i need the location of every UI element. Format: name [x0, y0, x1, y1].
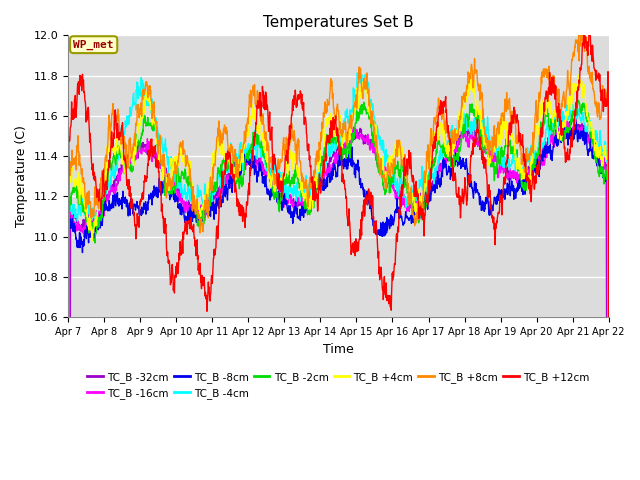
Y-axis label: Temperature (C): Temperature (C): [15, 125, 28, 227]
Line: TC_B -2cm: TC_B -2cm: [68, 101, 609, 480]
TC_B -16cm: [128, 149, 136, 155]
TC_B -4cm: [353, 70, 361, 76]
TC_B +4cm: [314, 157, 322, 163]
TC_B +12cm: [128, 196, 136, 202]
TC_B -2cm: [294, 176, 301, 181]
TC_B -32cm: [305, 193, 312, 199]
Legend: TC_B -32cm, TC_B -16cm, TC_B -8cm, TC_B -4cm, TC_B -2cm, TC_B +4cm, TC_B +8cm, T: TC_B -32cm, TC_B -16cm, TC_B -8cm, TC_B …: [83, 368, 593, 403]
X-axis label: Time: Time: [323, 343, 354, 356]
TC_B +8cm: [305, 192, 312, 197]
TC_B +8cm: [294, 138, 301, 144]
TC_B +12cm: [294, 96, 301, 101]
Line: TC_B -4cm: TC_B -4cm: [68, 73, 609, 480]
TC_B -32cm: [294, 198, 301, 204]
TC_B +12cm: [586, 23, 593, 28]
TC_B -4cm: [372, 130, 380, 135]
Line: TC_B -32cm: TC_B -32cm: [68, 118, 609, 480]
Line: TC_B +12cm: TC_B +12cm: [68, 25, 609, 480]
TC_B -16cm: [106, 187, 114, 193]
TC_B -2cm: [128, 169, 136, 175]
TC_B -2cm: [106, 164, 114, 170]
TC_B +8cm: [579, 23, 586, 29]
TC_B -32cm: [314, 183, 322, 189]
TC_B -16cm: [305, 190, 312, 195]
TC_B -4cm: [305, 186, 312, 192]
TC_B -8cm: [572, 119, 580, 125]
TC_B +8cm: [128, 154, 136, 159]
TC_B -2cm: [575, 98, 582, 104]
TC_B -2cm: [372, 146, 380, 152]
TC_B -32cm: [572, 115, 580, 121]
TC_B +4cm: [305, 205, 312, 211]
TC_B +4cm: [372, 122, 380, 128]
TC_B -16cm: [314, 183, 322, 189]
TC_B -8cm: [294, 215, 301, 221]
TC_B -8cm: [314, 182, 322, 188]
TC_B +12cm: [372, 225, 380, 231]
TC_B -4cm: [314, 171, 322, 177]
TC_B -16cm: [294, 197, 301, 203]
TC_B -8cm: [106, 208, 114, 214]
TC_B -16cm: [561, 116, 568, 122]
Line: TC_B +8cm: TC_B +8cm: [68, 26, 609, 480]
TC_B +12cm: [106, 150, 114, 156]
TC_B -16cm: [372, 156, 380, 161]
TC_B +4cm: [294, 172, 301, 178]
TC_B +12cm: [305, 141, 312, 147]
TC_B +12cm: [314, 192, 322, 197]
Line: TC_B -16cm: TC_B -16cm: [68, 119, 609, 480]
TC_B +8cm: [372, 143, 380, 148]
TC_B -8cm: [372, 231, 380, 237]
TC_B -32cm: [106, 192, 114, 198]
TC_B -4cm: [294, 190, 301, 195]
TC_B -4cm: [106, 183, 114, 189]
TC_B -4cm: [128, 106, 136, 111]
Title: Temperatures Set B: Temperatures Set B: [263, 15, 414, 30]
TC_B +4cm: [128, 156, 136, 161]
TC_B +8cm: [314, 147, 322, 153]
Text: WP_met: WP_met: [74, 39, 114, 50]
TC_B +8cm: [106, 126, 114, 132]
Line: TC_B +4cm: TC_B +4cm: [68, 69, 609, 480]
TC_B -2cm: [305, 209, 312, 215]
TC_B -8cm: [305, 205, 312, 211]
TC_B +4cm: [106, 145, 114, 151]
TC_B -2cm: [314, 181, 322, 187]
TC_B -8cm: [128, 201, 136, 207]
Line: TC_B -8cm: TC_B -8cm: [68, 122, 609, 480]
TC_B +4cm: [467, 66, 474, 72]
TC_B -32cm: [372, 150, 380, 156]
TC_B -32cm: [128, 150, 136, 156]
